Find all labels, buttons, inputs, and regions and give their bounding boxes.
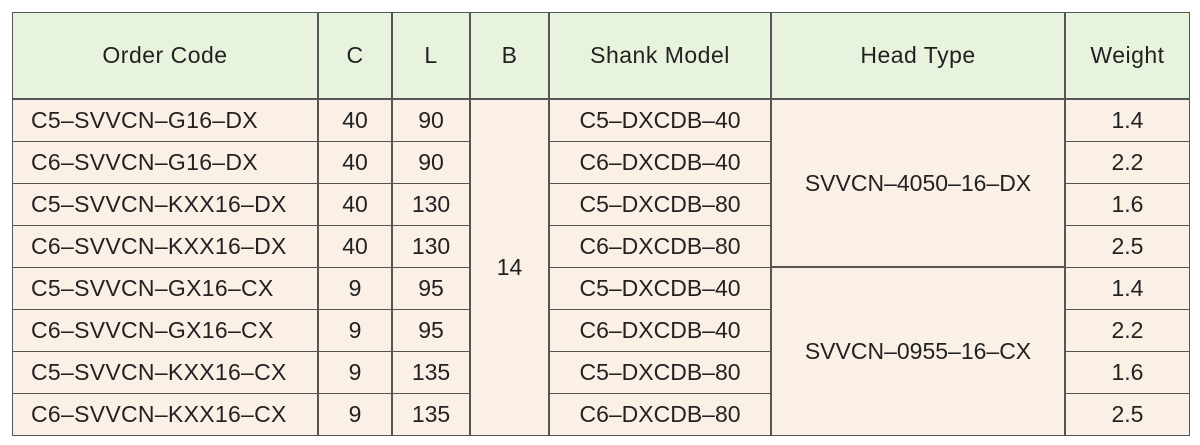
c-value-cell: 40	[318, 225, 392, 268]
header-shank-model: Shank Model	[549, 12, 771, 99]
c-value-cell: 40	[318, 183, 392, 226]
l-value-cell: 95	[392, 309, 470, 352]
shank-model-cell: C6–DXCDB–80	[549, 393, 771, 436]
order-code-cell: C5–SVVCN–G16–DX	[12, 99, 318, 142]
c-value-cell: 40	[318, 141, 392, 184]
weight-cell: 2.2	[1065, 141, 1190, 184]
order-code-cell: C5–SVVCN–KXX16–DX	[12, 183, 318, 226]
l-value-cell: 130	[392, 183, 470, 226]
head-type-cell: SVVCN–4050–16–DX	[771, 99, 1065, 267]
l-value-cell: 135	[392, 393, 470, 436]
shank-model-cell: C5–DXCDB–80	[549, 183, 771, 226]
weight-cell: 1.6	[1065, 351, 1190, 394]
weight-cell: 2.5	[1065, 393, 1190, 436]
c-value-cell: 40	[318, 99, 392, 142]
b-value-cell: 14	[470, 99, 549, 436]
header-l: L	[392, 12, 470, 99]
weight-cell: 1.6	[1065, 183, 1190, 226]
weight-cell: 1.4	[1065, 99, 1190, 142]
l-value-cell: 130	[392, 225, 470, 268]
header-b: B	[470, 12, 549, 99]
order-code-cell: C6–SVVCN–G16–DX	[12, 141, 318, 184]
head-type-cell: SVVCN–0955–16–CX	[771, 267, 1065, 436]
weight-cell: 2.5	[1065, 225, 1190, 268]
shank-model-cell: C5–DXCDB–40	[549, 99, 771, 142]
c-value-cell: 9	[318, 393, 392, 436]
order-code-cell: C5–SVVCN–KXX16–CX	[12, 351, 318, 394]
l-value-cell: 95	[392, 267, 470, 310]
header-order-code: Order Code	[12, 12, 318, 99]
header-weight: Weight	[1065, 12, 1190, 99]
order-code-cell: C6–SVVCN–KXX16–CX	[12, 393, 318, 436]
weight-cell: 2.2	[1065, 309, 1190, 352]
order-code-cell: C5–SVVCN–GX16–CX	[12, 267, 318, 310]
shank-model-cell: C5–DXCDB–40	[549, 267, 771, 310]
order-code-cell: C6–SVVCN–KXX16–DX	[12, 225, 318, 268]
shank-model-cell: C6–DXCDB–40	[549, 141, 771, 184]
order-code-cell: C6–SVVCN–GX16–CX	[12, 309, 318, 352]
shank-model-cell: C5–DXCDB–80	[549, 351, 771, 394]
shank-model-cell: C6–DXCDB–80	[549, 225, 771, 268]
l-value-cell: 90	[392, 141, 470, 184]
shank-model-cell: C6–DXCDB–40	[549, 309, 771, 352]
c-value-cell: 9	[318, 267, 392, 310]
c-value-cell: 9	[318, 309, 392, 352]
weight-cell: 1.4	[1065, 267, 1190, 310]
header-head-type: Head Type	[771, 12, 1065, 99]
header-c: C	[318, 12, 392, 99]
l-value-cell: 90	[392, 99, 470, 142]
c-value-cell: 9	[318, 351, 392, 394]
l-value-cell: 135	[392, 351, 470, 394]
